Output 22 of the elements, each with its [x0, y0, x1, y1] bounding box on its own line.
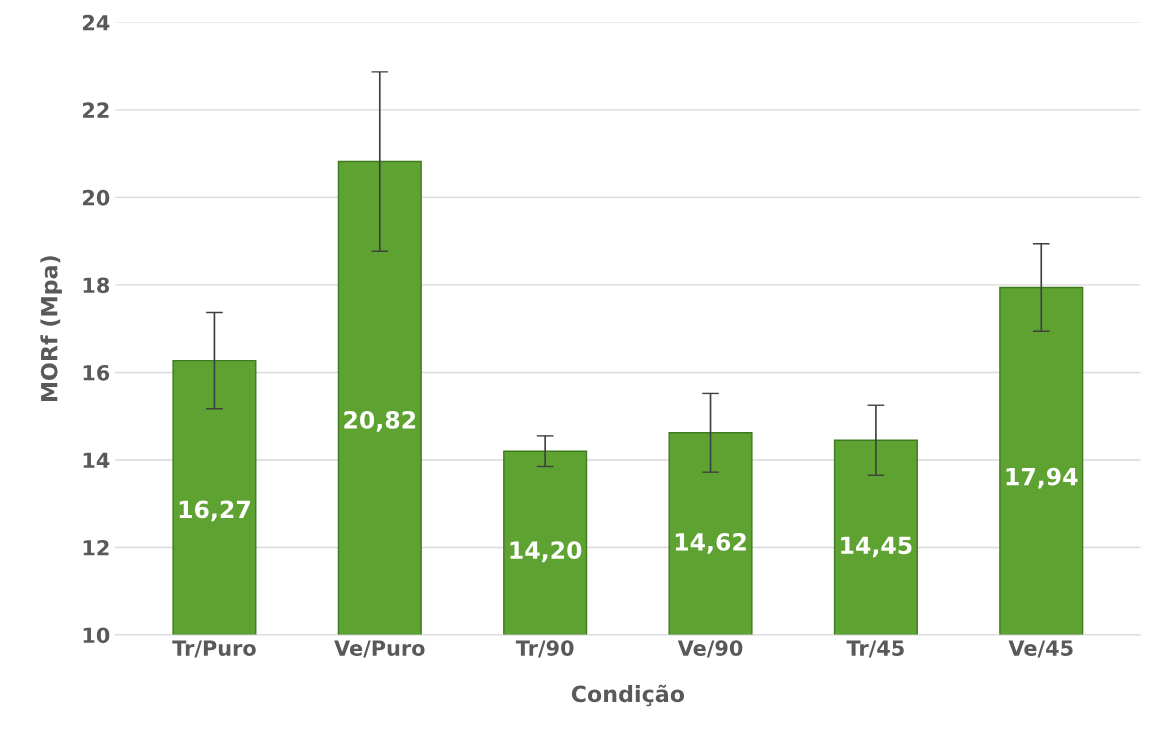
y-tick-label: 24 — [83, 14, 110, 31]
data-label: 16,27 — [179, 500, 250, 522]
x-tick-label: Ve/45 — [1008, 640, 1073, 658]
data-label: 14,62 — [675, 532, 746, 554]
x-tick-label: Tr/45 — [846, 640, 904, 658]
y-tick-label: 14 — [83, 452, 110, 468]
data-label: 20,82 — [344, 410, 416, 432]
x-tick-label: Tr/Puro — [172, 640, 256, 658]
x-axis-title: Condição — [571, 684, 685, 707]
y-tick-label: 12 — [83, 539, 109, 556]
y-axis-title: MORf (Mpa) — [40, 256, 62, 402]
y-tick-label: 20 — [83, 189, 110, 206]
x-tick-label: Ve/Puro — [334, 640, 425, 658]
x-tick-label: Ve/90 — [677, 640, 743, 658]
y-tick-label: 10 — [83, 627, 110, 644]
y-tick-label: 18 — [83, 277, 110, 294]
data-label: 14,45 — [841, 536, 912, 558]
y-tick-label: 16 — [83, 364, 110, 381]
x-tick-label: Tr/90 — [515, 640, 574, 658]
data-label: 14,20 — [510, 541, 582, 563]
data-label: 17,94 — [1006, 467, 1078, 489]
y-tick-label: 22 — [83, 102, 109, 118]
